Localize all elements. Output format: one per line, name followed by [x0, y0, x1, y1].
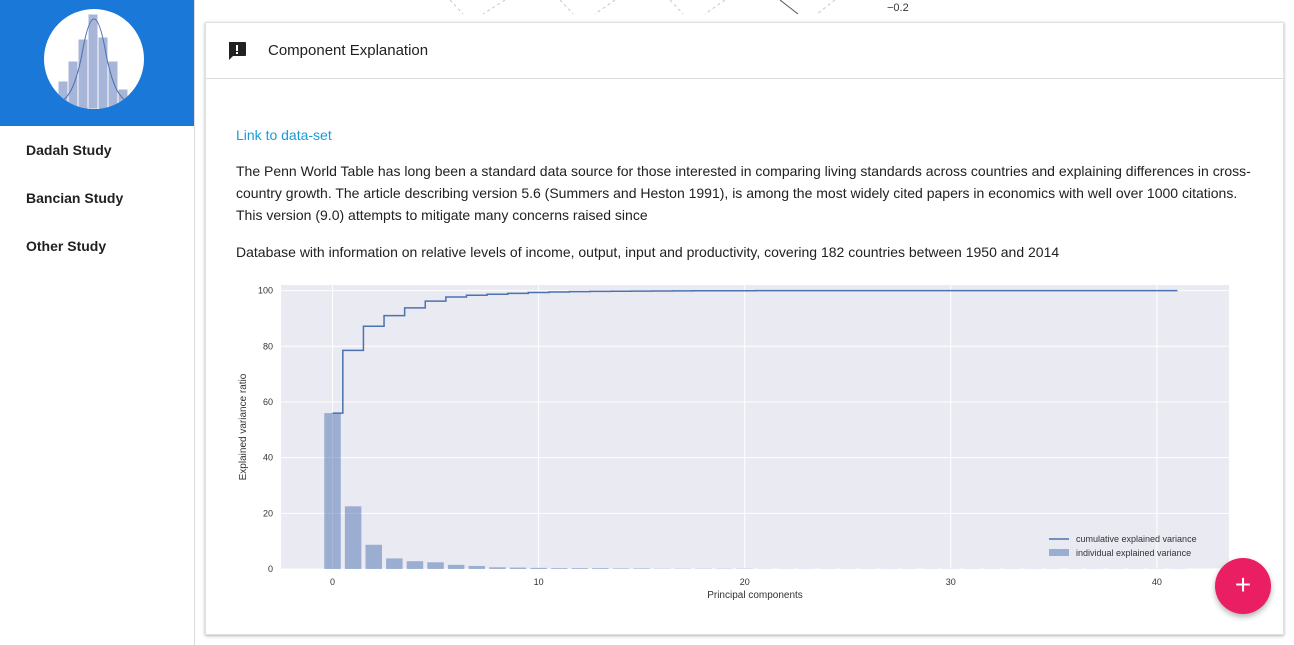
variance-bar [571, 568, 589, 569]
histogram-logo-icon [51, 13, 137, 109]
card-header: Component Explanation [206, 23, 1283, 79]
legend-bar-swatch [1049, 549, 1069, 556]
x-tick-label: 0 [330, 577, 335, 587]
sidebar-nav: Dadah Study Bancian Study Other Study [0, 126, 194, 270]
previous-chart-remnant: −0.2 [205, 0, 1285, 22]
variance-bar [509, 567, 527, 569]
variance-bar [489, 567, 506, 569]
sidebar-header [0, 0, 194, 126]
chart-legend: cumulative explained variance individual… [1049, 534, 1197, 558]
y-tick-label: 40 [263, 453, 273, 463]
x-axis-label: Principal components [707, 590, 803, 601]
x-tick-label: 20 [740, 577, 750, 587]
feedback-icon [228, 41, 246, 60]
legend-label-cumulative: cumulative explained variance [1076, 534, 1197, 544]
description-paragraph: The Penn World Table has long been a sta… [236, 163, 1251, 223]
variance-bar [612, 568, 630, 569]
previous-chart-tick-label: −0.2 [887, 2, 909, 14]
card-title: Component Explanation [268, 42, 429, 59]
dataset-link[interactable]: Link to data-set [236, 127, 332, 143]
database-summary: Database with information on relative le… [236, 244, 1060, 260]
plot-area [281, 285, 1229, 569]
variance-bar [386, 558, 403, 569]
variance-bar [530, 567, 547, 569]
legend-label-individual: individual explained variance [1076, 548, 1191, 558]
card-body: Link to data-set The Penn World Table ha… [206, 79, 1283, 263]
x-tick-label: 10 [534, 577, 544, 587]
x-tick-label: 40 [1152, 577, 1162, 587]
plus-icon: + [1234, 569, 1252, 600]
sidebar-item-other-study[interactable]: Other Study [26, 238, 107, 254]
variance-bar [324, 413, 341, 569]
variance-bar [633, 568, 650, 569]
add-button[interactable]: + [1215, 558, 1271, 614]
y-axis-label: Explained variance ratio [238, 373, 249, 480]
avatar[interactable] [44, 9, 144, 109]
explained-variance-chart: 0 10 20 30 40 0 20 40 60 80 100 Principal componen… [238, 285, 1229, 601]
variance-bar [592, 568, 609, 569]
variance-bar [427, 562, 444, 569]
variance-bar [468, 565, 486, 569]
y-tick-label: 80 [263, 341, 273, 351]
sidebar-item-bancian-study[interactable]: Bancian Study [26, 190, 124, 206]
sidebar: Dadah Study Bancian Study Other Study [0, 0, 195, 645]
variance-bar [406, 561, 424, 569]
variance-bar [365, 544, 382, 569]
y-tick-label: 20 [263, 508, 273, 518]
y-tick-label: 0 [268, 564, 273, 574]
variance-bar [550, 568, 568, 569]
x-tick-label: 30 [946, 577, 956, 587]
variance-bar [344, 506, 362, 569]
y-tick-label: 60 [263, 397, 273, 407]
previous-chart-lines: −0.2 [449, 0, 909, 15]
component-explanation-card: Component Explanation Link to data-set T… [205, 22, 1284, 635]
sidebar-item-dadah-study[interactable]: Dadah Study [26, 142, 112, 158]
y-tick-label: 100 [258, 286, 273, 296]
variance-bar [447, 564, 465, 569]
cumulative-variance-line [332, 289, 1178, 414]
